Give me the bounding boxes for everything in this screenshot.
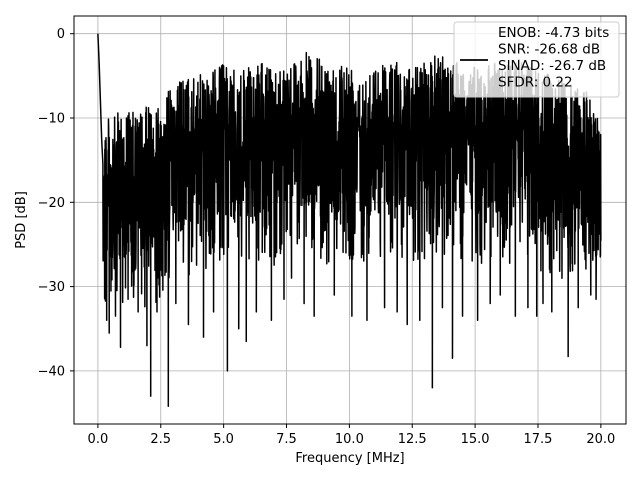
y-tick-label: −20 [38, 196, 65, 211]
ticks-layer: 0.0 2.5 5.0 7.5 10.0 12.5 15.0 17.5 20.0 0 −10 −20 −… [38, 27, 616, 447]
y-axis-label: PSD [dB] [14, 191, 29, 249]
x-tick-label: 17.5 [524, 432, 553, 447]
legend-entry-enob: ENOB: -4.73 bits [498, 25, 609, 41]
x-tick-label: 5.0 [213, 432, 234, 447]
legend-entry-sinad: SINAD: -26.7 dB [498, 58, 606, 74]
plot-frame [73, 15, 627, 425]
y-tick-label: −30 [38, 280, 65, 295]
x-tick-label: 10.0 [335, 432, 364, 447]
legend-entry-sfdr: SFDR: 0.22 [498, 75, 573, 91]
legend: ENOB: -4.73 bits SNR: -26.68 dB SINAD: -… [453, 21, 620, 98]
x-tick-label: 2.5 [150, 432, 171, 447]
axes-frame [73, 15, 627, 425]
x-axis-label: Frequency [MHz] [295, 451, 404, 466]
x-tick-label: 0.0 [88, 432, 109, 447]
legend-entry-snr: SNR: -26.68 dB [498, 42, 600, 58]
legend-box [453, 21, 620, 98]
x-tick-label: 7.5 [276, 432, 297, 447]
x-tick-label: 12.5 [398, 432, 427, 447]
series-layer [97, 33, 602, 408]
psd-series-line [97, 33, 602, 408]
y-tick-label: 0 [57, 27, 65, 42]
y-tick-label: −40 [38, 364, 65, 379]
x-tick-label: 20.0 [586, 432, 615, 447]
x-tick-label: 15.0 [461, 432, 490, 447]
y-tick-label: −10 [38, 112, 65, 127]
